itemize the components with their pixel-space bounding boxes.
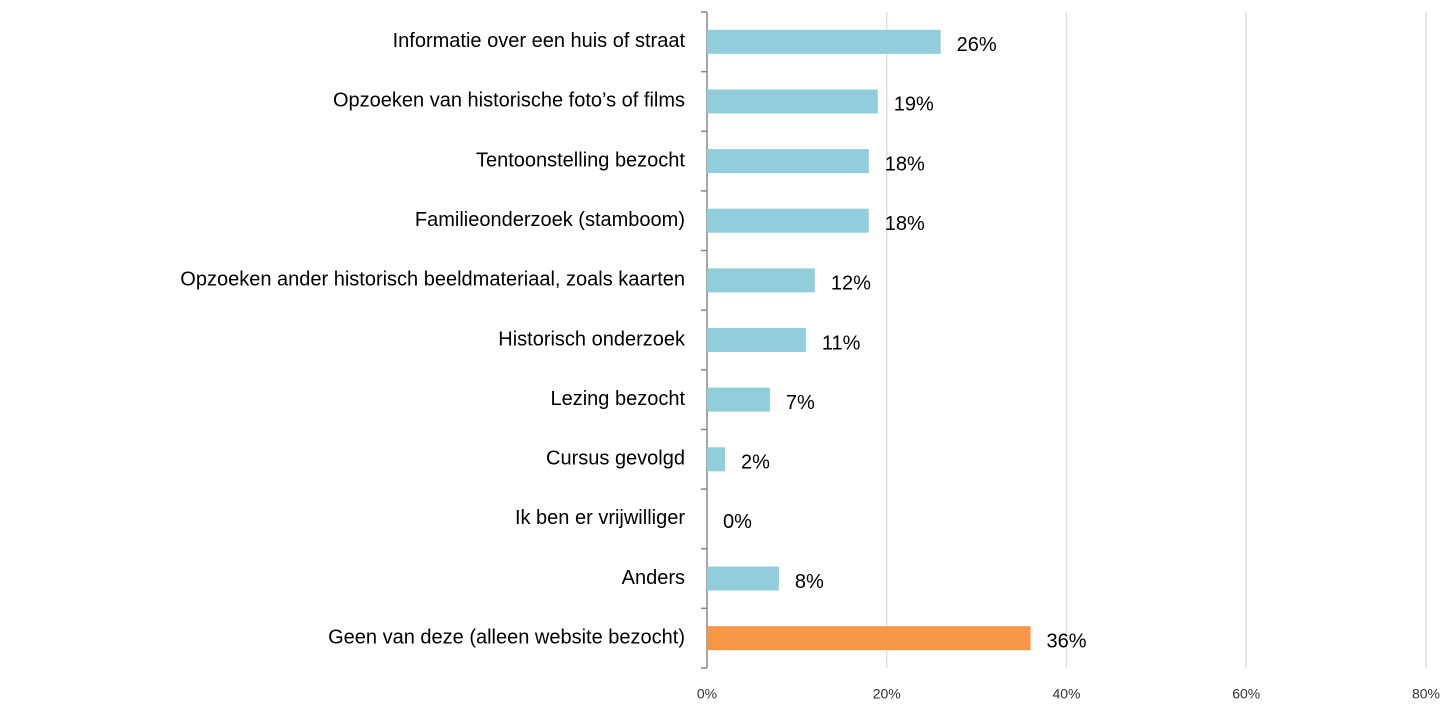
x-tick-label: 0%: [697, 686, 717, 702]
data-label: 12%: [831, 273, 871, 295]
data-label: 18%: [885, 153, 925, 175]
x-tick-label: 40%: [1052, 686, 1080, 702]
y-tick-label: Familieonderzoek (stamboom): [415, 209, 685, 231]
bar: [707, 447, 725, 472]
y-tick-label: Ik ben er vrijwilliger: [515, 507, 685, 529]
data-label: 7%: [786, 392, 815, 414]
bar: [707, 387, 770, 412]
data-label: 2%: [741, 452, 770, 474]
bar: [707, 626, 1031, 651]
y-tick-label: Opzoeken van historische foto’s of films: [333, 90, 685, 112]
y-tick-label: Anders: [622, 567, 685, 589]
bar: [707, 566, 779, 591]
y-tick-label: Lezing bezocht: [550, 388, 685, 410]
data-label: 8%: [795, 571, 824, 593]
bar: [707, 89, 878, 114]
y-tick-label: Historisch onderzoek: [498, 328, 686, 350]
y-tick-label: Informatie over een huis of straat: [393, 30, 686, 52]
bar: [707, 328, 806, 352]
data-label: 18%: [885, 213, 925, 235]
x-tick-label: 80%: [1412, 686, 1440, 702]
bar: [707, 149, 869, 174]
bar: [707, 208, 869, 233]
y-tick-label: Opzoeken ander historisch beeldmateriaal…: [180, 269, 685, 291]
y-tick-label: Geen van deze (alleen website bezocht): [328, 626, 685, 648]
bar: [707, 29, 941, 54]
data-label: 36%: [1047, 630, 1087, 652]
data-label: 19%: [894, 94, 934, 116]
y-tick-label: Cursus gevolgd: [546, 448, 685, 470]
data-label: 26%: [957, 34, 997, 56]
data-label: 0%: [723, 511, 752, 533]
x-tick-label: 20%: [873, 686, 901, 702]
bar: [707, 268, 815, 293]
data-label: 11%: [822, 332, 861, 354]
x-tick-label: 60%: [1232, 686, 1260, 702]
y-tick-label: Tentoonstelling bezocht: [476, 149, 685, 171]
